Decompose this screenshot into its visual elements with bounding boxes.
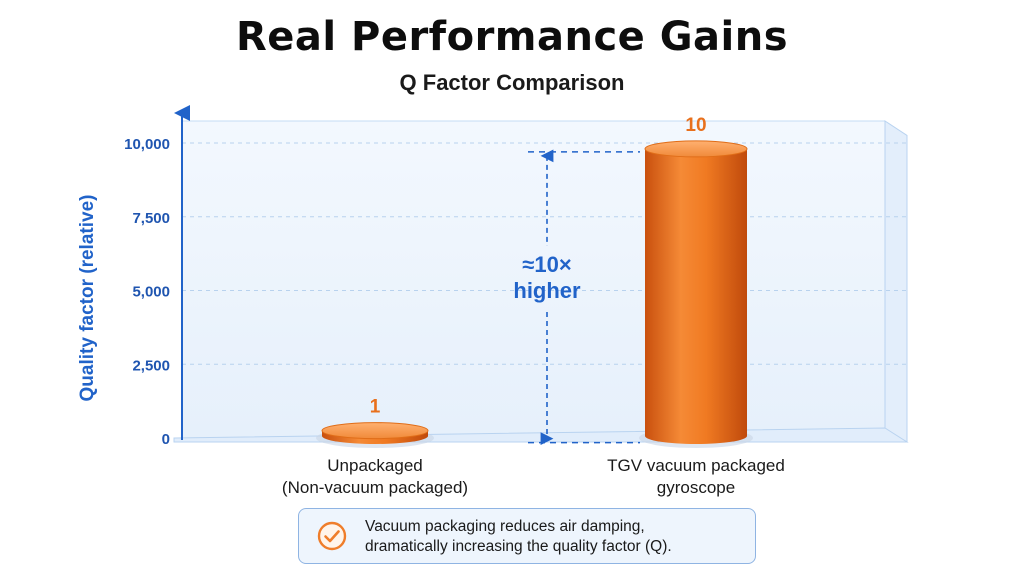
x-category-label-unpackaged: Unpackaged (Non-vacuum packaged) bbox=[225, 455, 525, 499]
chart-title: Real Performance Gains bbox=[235, 14, 789, 60]
annotation-text: higher bbox=[513, 278, 581, 303]
x-category-line: gyroscope bbox=[656, 478, 736, 497]
y-tick-label: 0 bbox=[162, 431, 170, 448]
y-axis-label: Quality factor (relative) bbox=[77, 194, 98, 402]
y-tick-label: 10,000 bbox=[124, 136, 170, 153]
check-circle-icon bbox=[317, 521, 347, 551]
plot-side-wall bbox=[884, 120, 908, 443]
x-category-line: (Non-vacuum packaged) bbox=[281, 478, 469, 497]
bar-0: 1 bbox=[316, 397, 434, 448]
x-category-label-tgv: TGV vacuum packaged gyroscope bbox=[546, 455, 846, 499]
y-tick-label: 2,500 bbox=[132, 357, 170, 374]
bar-body bbox=[645, 148, 747, 444]
bar-top bbox=[644, 140, 748, 158]
x-category-line: Unpackaged bbox=[327, 456, 423, 475]
note-text: Vacuum packaging reduces air damping, dr… bbox=[365, 517, 745, 557]
note-text-line: Vacuum packaging reduces air damping, bbox=[365, 518, 645, 535]
bar-data-label: 1 bbox=[370, 397, 381, 418]
info-note: Vacuum packaging reduces air damping, dr… bbox=[298, 508, 756, 564]
x-category-line: TGV vacuum packaged bbox=[607, 456, 785, 475]
bar-data-label: 10 bbox=[685, 115, 706, 136]
y-tick-label: 7,500 bbox=[132, 210, 170, 227]
note-text-line: dramatically increasing the quality fact… bbox=[365, 538, 672, 555]
plot-back-wall bbox=[181, 120, 886, 439]
chart-subtitle: Q Factor Comparison bbox=[399, 70, 625, 95]
y-tick-label: 5,000 bbox=[132, 284, 170, 301]
annotation-text: ≈10× bbox=[522, 252, 571, 277]
bar-top bbox=[321, 422, 429, 440]
bar-1: 10 bbox=[639, 115, 753, 448]
